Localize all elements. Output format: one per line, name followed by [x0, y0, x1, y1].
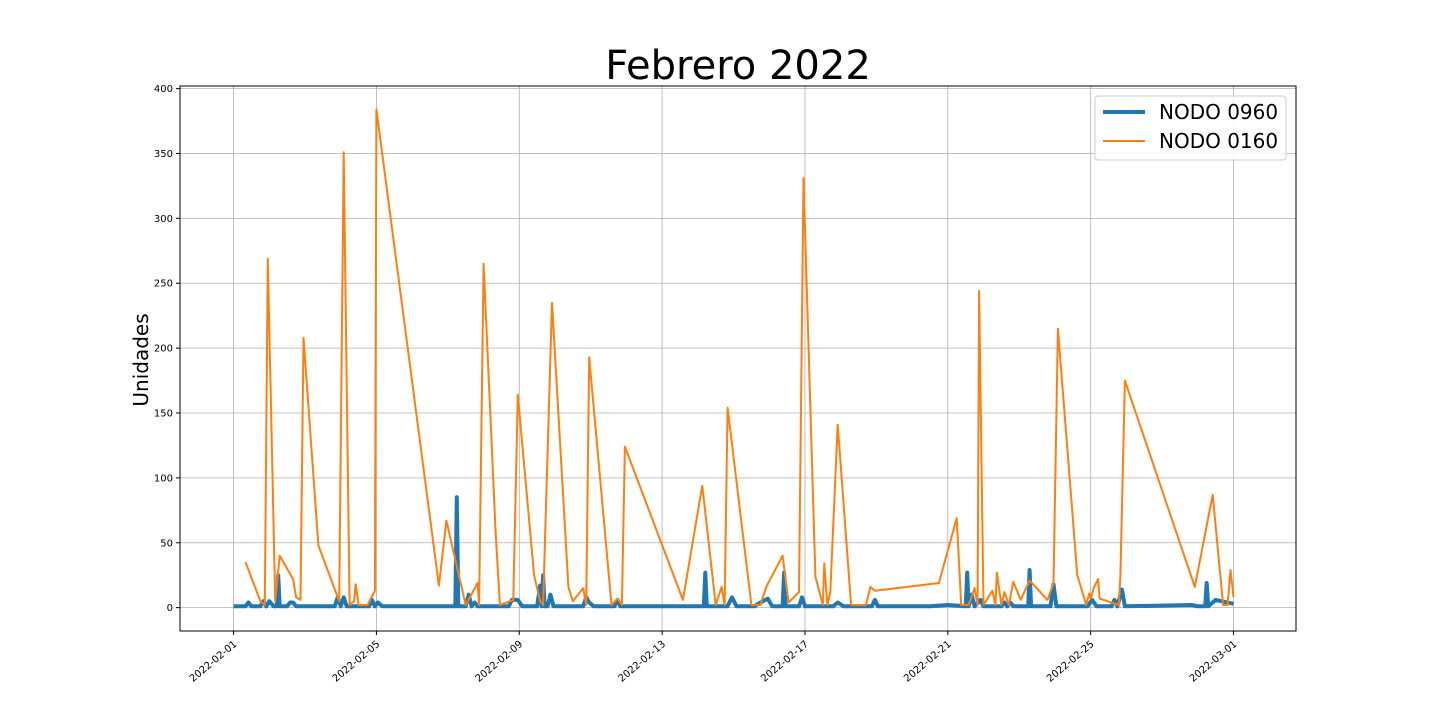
- plot-frame: [179, 85, 1297, 632]
- series-line-nodo-0160: [244, 108, 1235, 606]
- y-tick-label: 300: [154, 214, 173, 225]
- y-tick-label: 0: [167, 603, 173, 614]
- y-tick-label: 50: [160, 538, 173, 549]
- y-tick-label: 250: [154, 279, 173, 290]
- y-tick-label: 350: [154, 149, 173, 160]
- chart-title: Febrero 2022: [605, 43, 871, 89]
- y-tick-label: 100: [154, 473, 173, 484]
- legend-label-nodo-0960: NODO 0960: [1159, 100, 1278, 124]
- y-tick-label: 200: [154, 344, 173, 355]
- y-axis-ticks: 0 50 100 150 200 250 300 350 400: [154, 84, 180, 614]
- series-layer: [233, 108, 1235, 609]
- legend: NODO 0960 NODO 0160: [1094, 95, 1287, 161]
- legend-label-nodo-0160: NODO 0160: [1159, 129, 1278, 153]
- y-tick-label: 150: [154, 409, 173, 420]
- y-tick-label: 400: [154, 84, 173, 95]
- y-axis-label: Unidades: [129, 313, 153, 406]
